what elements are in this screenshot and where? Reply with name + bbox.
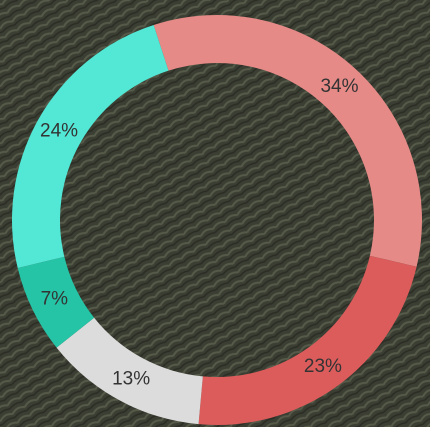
slice-label: 34%	[320, 76, 358, 97]
slice-label: 24%	[40, 121, 78, 142]
slice-label: 13%	[112, 368, 150, 389]
donut-slice	[56, 317, 203, 425]
donut-slice	[11, 25, 169, 269]
slice-label: 23%	[304, 356, 342, 377]
donut-slice	[17, 256, 95, 348]
slice-label: 7%	[41, 288, 69, 309]
donut-slice	[198, 255, 417, 425]
donut-slice	[153, 14, 423, 267]
